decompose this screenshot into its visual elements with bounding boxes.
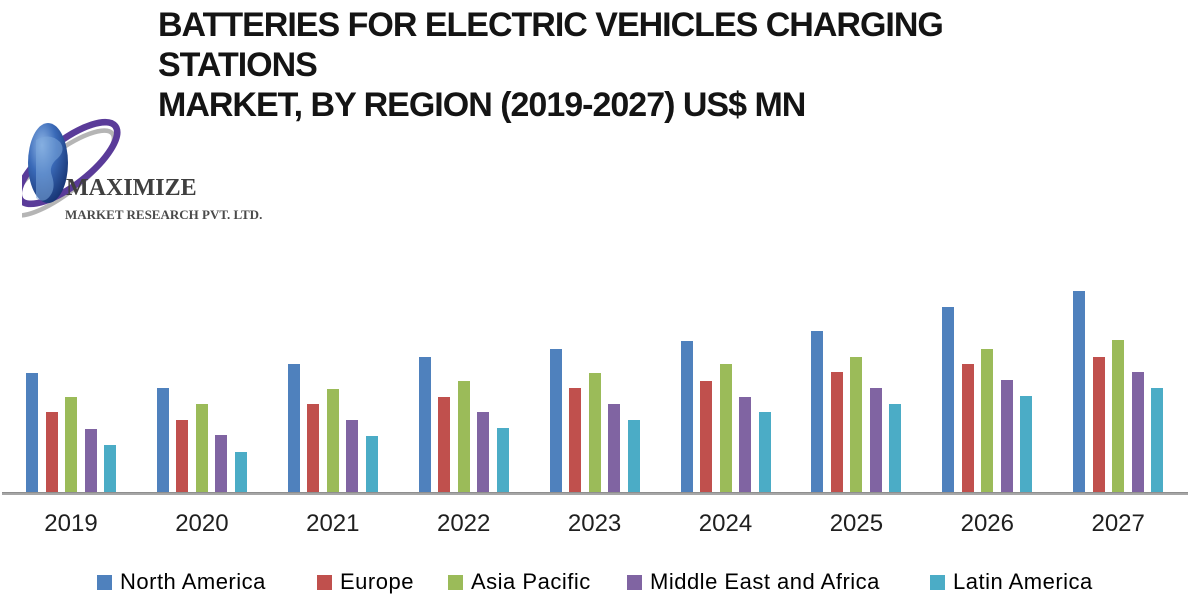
bar-middle-east-and-africa-2026 <box>1000 380 1013 492</box>
x-axis-label-2019: 2019 <box>44 510 98 537</box>
x-axis-label-2025: 2025 <box>829 510 884 537</box>
x-axis-label-2027: 2027 <box>1091 510 1145 537</box>
bar-north-america-2023 <box>549 349 562 492</box>
x-axis-label-2020: 2020 <box>175 510 229 537</box>
legend-label-latin-america: Latin America <box>953 569 1093 594</box>
logo-subtitle: MARKET RESEARCH PVT. LTD. <box>65 207 263 222</box>
bar-latin-america-2024 <box>758 412 771 492</box>
legend-label-middle-east-and-africa: Middle East and Africa <box>650 569 880 594</box>
legend-item-europe: Europe <box>317 569 414 595</box>
globe-swoosh-icon <box>22 118 121 218</box>
x-axis-line <box>2 492 1188 495</box>
bar-asia-pacific-2021 <box>326 389 339 492</box>
bar-latin-america-2025 <box>889 404 902 492</box>
bar-middle-east-and-africa-2019 <box>84 429 97 492</box>
legend-swatch-middle-east-and-africa <box>627 574 642 590</box>
legend-item-latin-america: Latin America <box>930 569 1093 595</box>
bar-asia-pacific-2024 <box>719 364 732 492</box>
chart-title-line2: MARKET, BY REGION (2019-2027) US$ MN <box>158 86 806 124</box>
bar-asia-pacific-2027 <box>1112 340 1125 492</box>
legend-swatch-europe <box>317 574 332 590</box>
bar-asia-pacific-2025 <box>850 357 863 492</box>
bar-asia-pacific-2020 <box>195 404 208 492</box>
x-axis-label-2021: 2021 <box>306 510 360 537</box>
bar-north-america-2026 <box>942 307 955 492</box>
bar-latin-america-2021 <box>365 436 378 492</box>
maximize-logo: MAXIMIZE MARKET RESEARCH PVT. LTD. <box>22 115 262 237</box>
legend-label-asia-pacific: Asia Pacific <box>471 569 591 594</box>
bar-europe-2026 <box>961 364 974 492</box>
bar-latin-america-2022 <box>496 428 509 492</box>
bar-north-america-2019 <box>26 373 38 492</box>
bar-north-america-2020 <box>156 388 169 492</box>
legend-swatch-latin-america <box>930 574 945 590</box>
legend-item-asia-pacific: Asia Pacific <box>448 569 591 595</box>
bar-europe-2023 <box>569 388 582 492</box>
x-axis-label-2026: 2026 <box>960 510 1014 537</box>
legend-item-middle-east-and-africa: Middle East and Africa <box>627 569 880 595</box>
bar-middle-east-and-africa-2023 <box>608 404 621 492</box>
x-axis-label-2022: 2022 <box>436 510 491 537</box>
legend-swatch-north-america <box>97 574 112 590</box>
bar-middle-east-and-africa-2021 <box>346 420 359 492</box>
chart-title: BATTERIES FOR ELECTRIC VEHICLES CHARGING… <box>158 5 1078 125</box>
bar-north-america-2021 <box>287 364 300 492</box>
bar-europe-2022 <box>438 397 451 492</box>
legend-item-north-america: North America <box>97 569 266 595</box>
bar-latin-america-2023 <box>627 420 640 492</box>
bar-europe-2019 <box>45 412 58 492</box>
legend-label-north-america: North America <box>120 569 266 594</box>
bar-middle-east-and-africa-2025 <box>869 388 882 492</box>
bar-middle-east-and-africa-2027 <box>1131 372 1144 492</box>
bar-europe-2027 <box>1092 357 1105 492</box>
bar-asia-pacific-2022 <box>457 381 470 492</box>
legend-swatch-asia-pacific <box>448 574 463 590</box>
bar-latin-america-2027 <box>1151 388 1164 492</box>
logo-name: MAXIMIZE <box>66 175 197 201</box>
bar-middle-east-and-africa-2024 <box>739 397 751 492</box>
bar-europe-2025 <box>830 372 843 492</box>
bar-north-america-2025 <box>811 331 824 492</box>
bar-asia-pacific-2026 <box>981 349 994 492</box>
bar-latin-america-2026 <box>1020 396 1033 492</box>
bar-middle-east-and-africa-2022 <box>477 412 490 492</box>
bar-europe-2020 <box>176 420 189 492</box>
bar-asia-pacific-2023 <box>588 373 601 492</box>
bar-north-america-2027 <box>1073 291 1086 492</box>
x-axis-label-2023: 2023 <box>567 510 622 537</box>
chart-title-line1: BATTERIES FOR ELECTRIC VEHICLES CHARGING… <box>158 6 944 84</box>
bar-europe-2021 <box>307 404 320 492</box>
x-axis-label-2024: 2024 <box>698 510 753 537</box>
bar-latin-america-2019 <box>104 445 116 492</box>
bar-middle-east-and-africa-2020 <box>215 435 228 492</box>
bar-latin-america-2020 <box>234 452 247 492</box>
bar-asia-pacific-2019 <box>65 397 77 492</box>
bar-europe-2024 <box>700 381 712 492</box>
bar-north-america-2022 <box>418 357 431 492</box>
legend-label-europe: Europe <box>340 569 414 594</box>
bar-north-america-2024 <box>680 341 693 492</box>
